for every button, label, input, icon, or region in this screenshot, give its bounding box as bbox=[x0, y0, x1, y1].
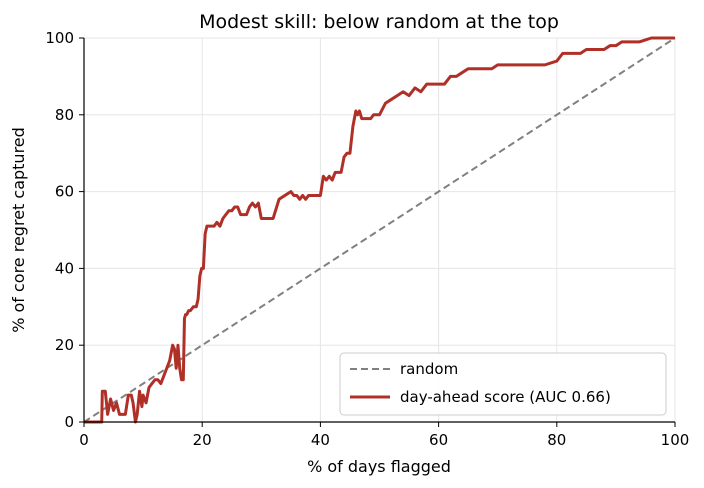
x-tick-label: 60 bbox=[429, 431, 448, 449]
y-tick-label: 100 bbox=[45, 29, 74, 47]
x-tick-label: 40 bbox=[311, 431, 330, 449]
legend-box bbox=[339, 352, 667, 416]
axes: 0 20 40 60 80 100 0 20 40 60 80 100 bbox=[45, 29, 689, 449]
legend-label: day-ahead score (AUC 0.66) bbox=[400, 388, 611, 406]
y-tick-label: 0 bbox=[64, 413, 74, 431]
legend-label: random bbox=[400, 360, 458, 378]
series-line-score bbox=[84, 36, 675, 424]
legend: random day-ahead score (AUC 0.66) bbox=[339, 352, 667, 416]
x-tick-label: 80 bbox=[547, 431, 566, 449]
x-tick-label: 100 bbox=[661, 431, 690, 449]
y-axis-label: % of core regret captured bbox=[9, 127, 28, 333]
y-tick-label: 60 bbox=[55, 183, 74, 201]
x-tick-label: 0 bbox=[79, 431, 89, 449]
x-tick-label: 20 bbox=[193, 431, 212, 449]
chart-title: Modest skill: below random at the top bbox=[199, 11, 559, 33]
y-tick-label: 80 bbox=[55, 106, 74, 124]
series-line-random bbox=[83, 37, 676, 423]
y-tick-label: 20 bbox=[55, 336, 74, 354]
plot-area bbox=[83, 36, 676, 424]
x-axis-label: % of days flagged bbox=[307, 457, 451, 476]
y-tick-label: 40 bbox=[55, 259, 74, 277]
